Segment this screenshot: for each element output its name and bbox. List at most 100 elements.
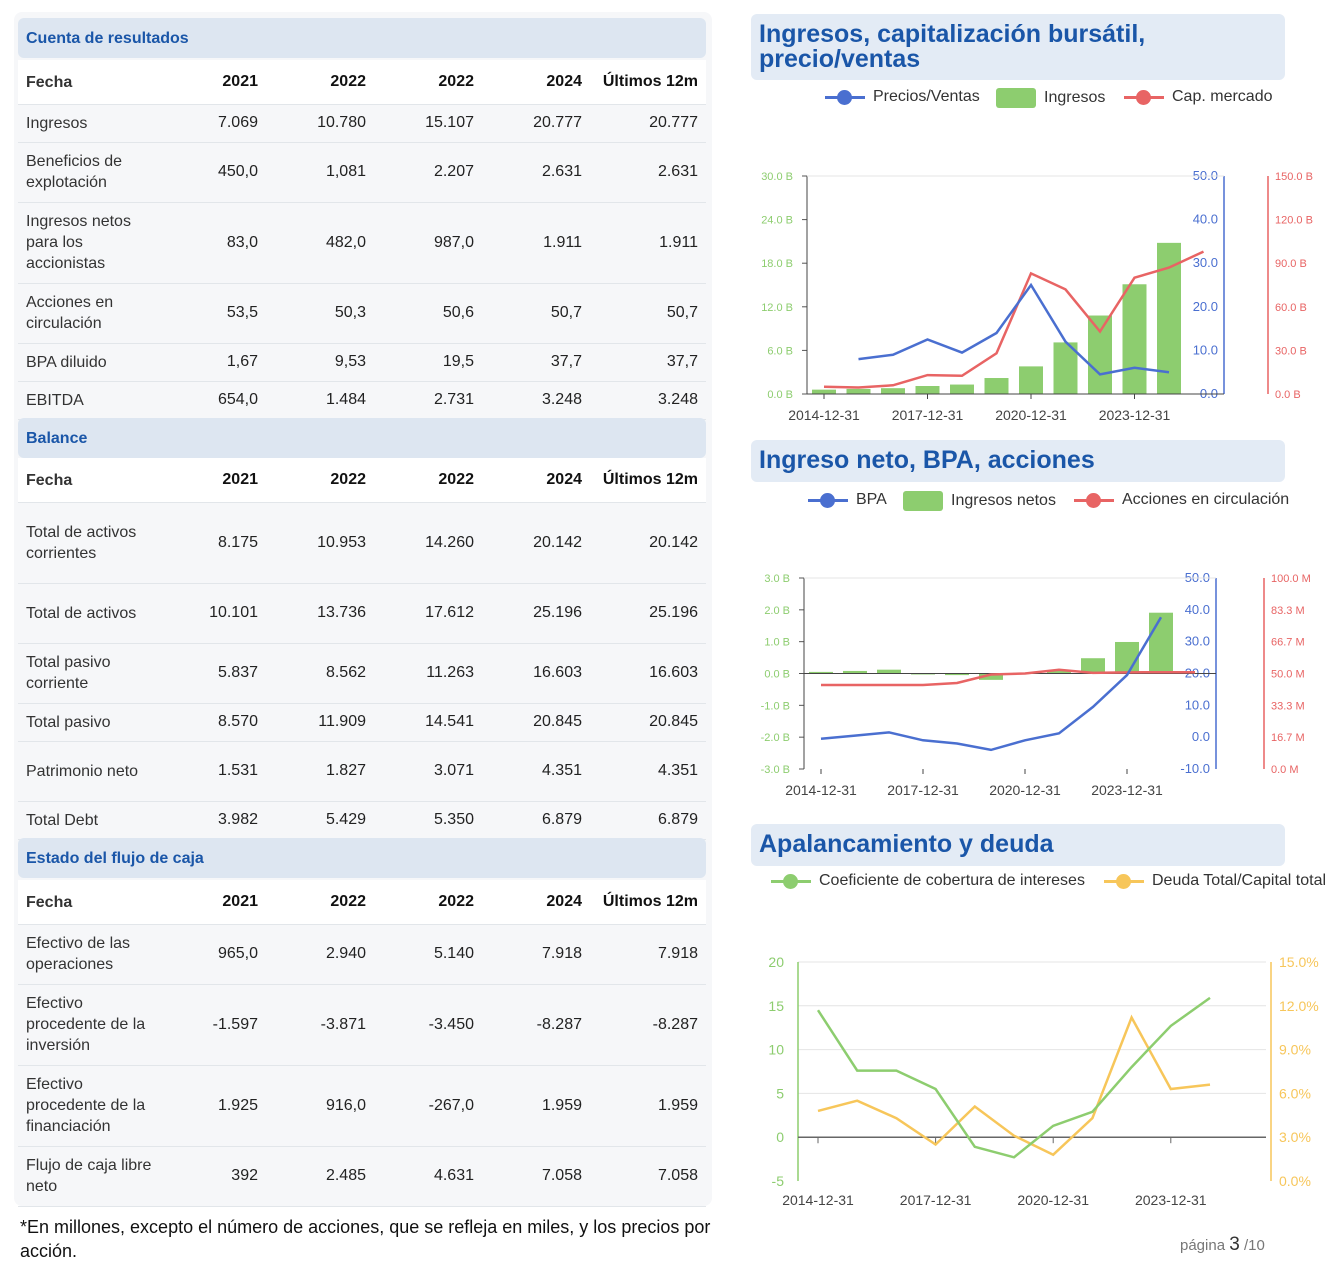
financial-tables-panel: Cuenta de resultados Fecha 2021 2022 2022 202… xyxy=(14,12,712,1207)
left-axis-tick-label: 6.0 B xyxy=(767,345,793,357)
legend-item-ingresos-netos[interactable]: Ingresos netos xyxy=(903,491,1056,511)
legend-label: Deuda Total/Capital total xyxy=(1152,872,1327,889)
table-cell: 2.631 xyxy=(541,163,582,180)
left-axis-tick-label: -1.0 B xyxy=(761,700,790,712)
income-table-header: Fecha 2021 2022 2022 2024 Últimos 12m xyxy=(18,60,706,105)
table-cell: 17.612 xyxy=(425,604,474,621)
right-axis-2-tick-label: 66.7 M xyxy=(1271,637,1305,649)
right-axis-tick-label: 9.0% xyxy=(1279,1042,1311,1058)
row-label: Patrimonio neto xyxy=(26,762,139,780)
column-header: Fecha xyxy=(26,471,73,489)
bar xyxy=(1149,612,1173,674)
column-header: 2024 xyxy=(546,893,582,910)
table-cell: 19,5 xyxy=(442,353,474,370)
legend-item-bpa[interactable]: BPA xyxy=(808,491,887,509)
table-cell: 8.562 xyxy=(325,664,366,681)
table-cell: 16.603 xyxy=(649,664,698,681)
legend-label: Cap. mercado xyxy=(1172,88,1273,105)
table-row: Total pasivo corriente 5.837 8.562 11.263 16… xyxy=(18,643,706,704)
table-cell: 2.631 xyxy=(657,163,698,180)
table-cell: 987,0 xyxy=(433,233,474,251)
table-cell: 3.248 xyxy=(541,391,582,408)
table-row: Total pasivo 8.570 11.909 14.541 20.845 20.84… xyxy=(18,703,706,742)
left-axis-tick-label: 5 xyxy=(776,1085,784,1101)
table-cell: 9,53 xyxy=(334,353,366,370)
right-axis-2-tick-label: 100.0 M xyxy=(1271,573,1311,585)
right-axis-2-tick-label: 83.3 M xyxy=(1271,605,1305,617)
table-cell: 3.982 xyxy=(217,811,258,828)
column-header: 2022 xyxy=(330,73,366,90)
legend-item-cap-mercado[interactable]: Cap. mercado xyxy=(1124,88,1273,106)
row-label: Total pasivo xyxy=(26,713,111,731)
table-cell: 4.351 xyxy=(541,762,582,779)
right-axis-tick-label: 40.0 xyxy=(1193,212,1218,227)
section-title: Balance xyxy=(26,430,88,447)
table-row: Efectivo procedente de la financiación 1.… xyxy=(18,1065,706,1147)
row-label: Total de activos xyxy=(26,604,137,622)
bar xyxy=(846,388,871,394)
table-cell: 11.909 xyxy=(318,713,366,730)
table-cell: 50,3 xyxy=(334,304,366,321)
right-axis-2-tick-label: 60.0 B xyxy=(1275,302,1307,314)
table-cell: 2.731 xyxy=(433,391,474,408)
row-label: Total Debt xyxy=(26,811,99,829)
column-header: Fecha xyxy=(26,73,73,91)
x-axis-tick-label: 2017-12-31 xyxy=(887,782,959,798)
right-axis-2-tick-label: 50.0 M xyxy=(1271,669,1305,681)
row-label: Efectivo procedente de la financiación xyxy=(26,1076,146,1135)
table-cell: 53,5 xyxy=(226,304,258,321)
bar xyxy=(809,671,833,674)
table-cell: 5.350 xyxy=(433,811,474,828)
column-header: 2022 xyxy=(330,471,366,488)
x-axis-tick-label: 2014-12-31 xyxy=(788,407,860,423)
table-cell: 2.940 xyxy=(325,945,366,962)
chart2-plot: -3.0 B -2.0 B -1.0 B 0.0 B 1.0 B 2.0 B 3.0 B -1… xyxy=(761,570,1311,798)
x-axis-tick-label: 2023-12-31 xyxy=(1091,782,1163,798)
left-axis-tick-label: -3.0 B xyxy=(761,764,790,776)
legend-item-precios-ventas[interactable]: Precios/Ventas xyxy=(825,88,980,106)
bar xyxy=(1115,641,1139,674)
row-label: Ingresos netos para los accionistas xyxy=(26,213,131,272)
left-axis-tick-label: 10 xyxy=(768,1042,784,1058)
bar xyxy=(881,388,905,394)
chart1-plot: 0.0 B6.0 B12.0 B18.0 B24.0 B30.0 B0.010.… xyxy=(761,168,1313,423)
table-cell: 7.918 xyxy=(657,945,698,962)
table-cell: -8.287 xyxy=(652,1015,698,1033)
table-cell: 4.351 xyxy=(657,762,698,779)
legend-item-cobertura[interactable]: Coeficiente de cobertura de intereses xyxy=(771,872,1085,890)
row-label: Beneficios de explotación xyxy=(26,153,123,191)
column-header: 2024 xyxy=(546,73,582,90)
table-cell: 13.736 xyxy=(317,604,366,621)
table-cell: 14.260 xyxy=(425,533,474,551)
table-row: Beneficios de explotación 450,0 1,081 2.207… xyxy=(18,142,706,203)
column-header: 2022 xyxy=(438,471,474,488)
cashflow-table-header: Fecha 2021 2022 2022 2024 Últimos 12m xyxy=(18,880,706,925)
right-axis-2-tick-label: 16.7 M xyxy=(1271,732,1305,744)
table-row: EBITDA 654,0 1.484 2.731 3.248 3.248 xyxy=(18,381,706,420)
bar xyxy=(1122,284,1147,394)
table-cell: -3.871 xyxy=(320,1015,366,1033)
left-axis-tick-label: 0.0 B xyxy=(764,669,790,681)
bar xyxy=(950,384,974,394)
bar xyxy=(843,670,867,674)
legend-item-deuda[interactable]: Deuda Total/Capital total xyxy=(1104,872,1326,890)
series-line-cobertura xyxy=(816,996,1211,1159)
table-cell: 50,7 xyxy=(666,304,698,321)
right-axis-tick-label: 12.0% xyxy=(1279,998,1319,1014)
right-axis-tick-label: 30.0 xyxy=(1185,634,1210,649)
balance-section-header: Balance xyxy=(18,418,706,458)
table-cell: 3.248 xyxy=(657,391,698,408)
legend-item-ingresos[interactable]: Ingresos xyxy=(996,88,1105,108)
table-cell: 965,0 xyxy=(217,945,258,962)
column-header: 2022 xyxy=(330,893,366,910)
table-cell: 1.827 xyxy=(325,762,366,779)
table-cell: 450,0 xyxy=(217,163,258,180)
column-header: Últimos 12m xyxy=(602,893,698,910)
legend-item-acciones[interactable]: Acciones en circulación xyxy=(1074,491,1289,509)
column-header: Últimos 12m xyxy=(602,471,698,488)
x-axis-tick-label: 2020-12-31 xyxy=(1017,1192,1089,1208)
table-cell: 50,6 xyxy=(442,304,474,321)
table-cell: 916,0 xyxy=(325,1096,366,1114)
left-axis-tick-label: -5 xyxy=(772,1173,785,1189)
legend-label: Ingresos netos xyxy=(951,492,1056,509)
